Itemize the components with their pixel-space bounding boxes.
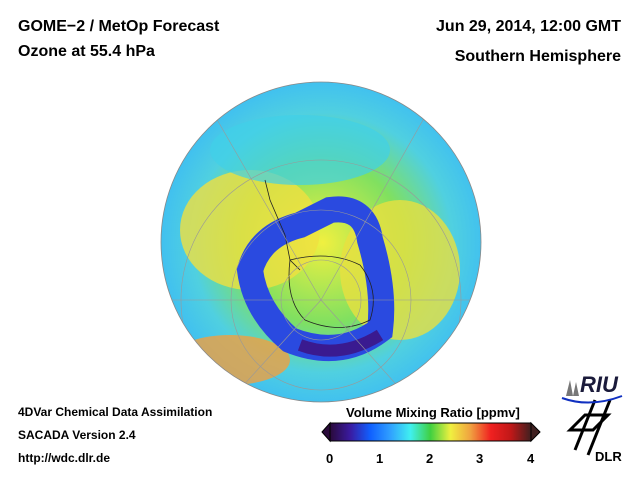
colorbar-tick: 0	[326, 451, 334, 466]
footer-line-1: 4DVar Chemical Data Assimilation	[18, 405, 213, 419]
colorbar-tick: 4	[527, 451, 535, 466]
map-title: GOME−2 / MetOp Forecast	[18, 18, 220, 35]
riu-logo-icon	[561, 380, 623, 404]
colorbar-tick: 1	[376, 451, 384, 466]
colorbar-title: Volume Mixing Ratio [ppmv]	[346, 405, 520, 420]
riu-logo-text: RIU	[580, 372, 618, 397]
forecast-datetime: Jun 29, 2014, 12:00 GMT	[436, 18, 621, 35]
colorbar-tick: 3	[476, 451, 484, 466]
antarctica-coastline	[288, 255, 374, 328]
colorbar	[321, 421, 541, 443]
dlr-logo-text: DLR	[595, 449, 622, 464]
map-subtitle: Ozone at 55.4 hPa	[18, 43, 155, 60]
dlr-logo-icon	[566, 399, 612, 456]
footer-line-2: SACADA Version 2.4	[18, 428, 136, 442]
hemisphere-label: Southern Hemisphere	[454, 48, 621, 65]
colorbar-tick: 2	[426, 451, 434, 466]
footer-url-link[interactable]: http://wdc.dlr.de	[18, 451, 110, 465]
coastline	[264, 179, 301, 271]
